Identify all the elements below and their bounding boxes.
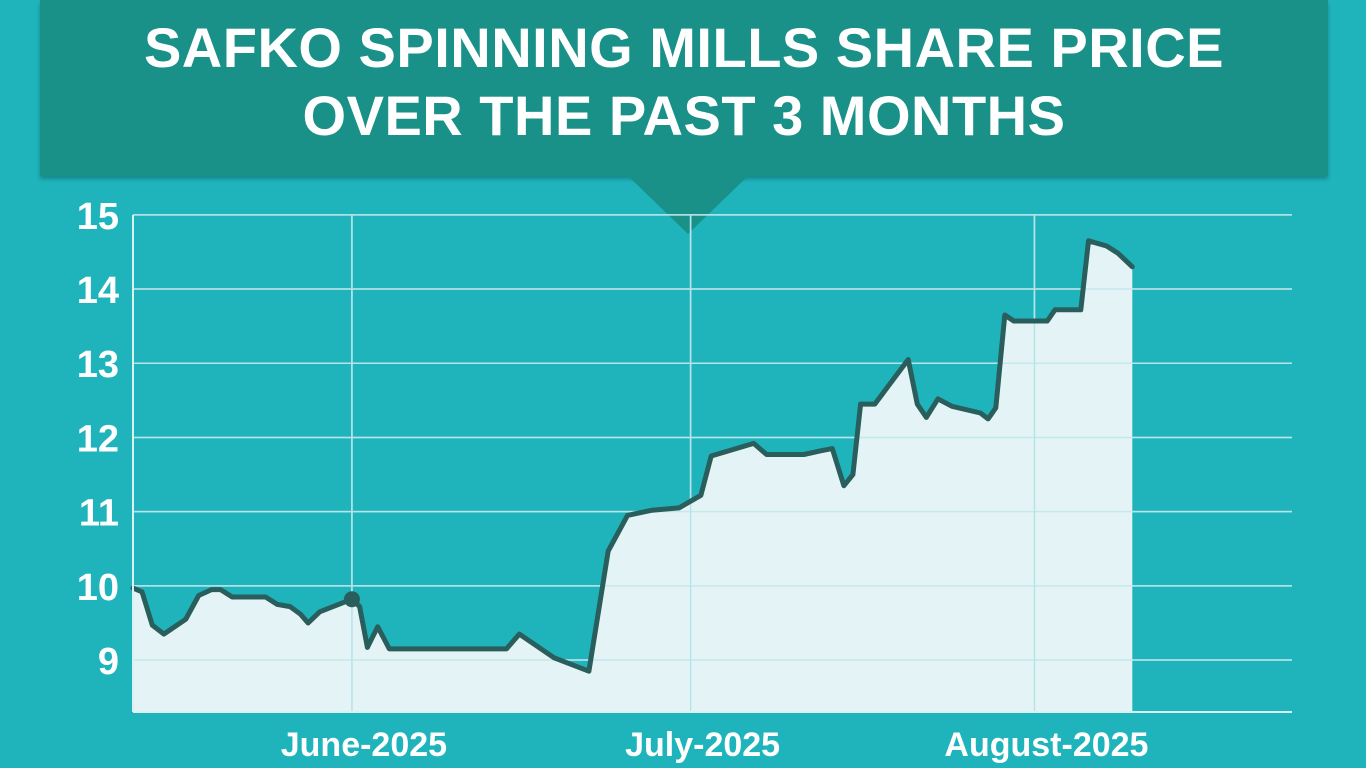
price-area-fill — [133, 240, 1133, 713]
x-tick-label: August-2025 — [944, 726, 1148, 764]
highlight-marker — [343, 591, 360, 608]
y-tick-label: 11 — [79, 493, 119, 535]
chart-title-line-1: SAFKO SPINNING MILLS SHARE PRICE — [143, 16, 1225, 79]
title-banner — [40, 0, 1328, 176]
y-tick-label: 15 — [77, 196, 119, 238]
x-tick-label: June-2025 — [281, 726, 447, 764]
chart-title: SAFKO SPINNING MILLS SHARE PRICE OVER TH… — [40, 14, 1328, 150]
y-tick-label: 13 — [77, 344, 119, 386]
y-tick-label: 12 — [77, 418, 119, 460]
title-banner-pointer — [628, 176, 748, 234]
axes — [132, 215, 1292, 713]
y-axis-tick-labels: 9 10 11 12 13 14 15 — [77, 196, 119, 683]
price-line — [130, 238, 1135, 674]
price-area — [130, 214, 1292, 713]
y-tick-label: 14 — [77, 270, 119, 312]
y-tick-label: 9 — [98, 641, 119, 683]
chart-title-line-2: OVER THE PAST 3 MONTHS — [302, 84, 1066, 147]
x-axis-tick-labels: June-2025 July-2025 August-2025 — [281, 726, 1149, 764]
x-tick-label: July-2025 — [625, 726, 780, 764]
y-tick-label: 10 — [77, 567, 119, 609]
